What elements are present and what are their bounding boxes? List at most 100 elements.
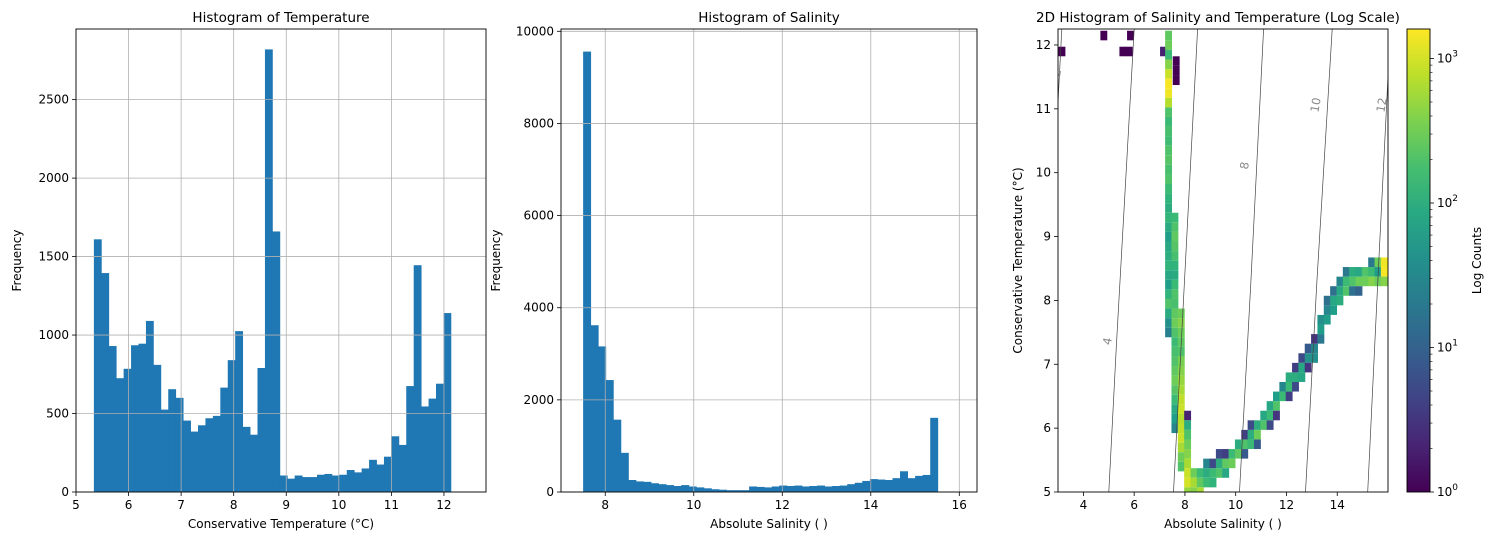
x-tick-label: 9 <box>282 498 290 512</box>
heatmap-cell <box>1292 372 1299 382</box>
histogram-bar <box>756 486 765 492</box>
x-tick-label: 12 <box>1279 498 1294 512</box>
histogram-bar <box>794 485 803 492</box>
y-tick-label: 1500 <box>38 250 69 264</box>
heatmap-cell <box>1196 487 1204 492</box>
heatmap-cell <box>1184 410 1192 421</box>
y-tick-label: 8 <box>1043 293 1051 307</box>
heatmap-cell <box>1184 477 1192 488</box>
heatmap-cell <box>1177 394 1185 405</box>
histogram-bar <box>406 386 415 492</box>
heatmap-cell <box>1222 468 1230 478</box>
histogram-bar <box>160 409 169 492</box>
heatmap-cell <box>1380 257 1388 268</box>
heatmap-cell <box>1171 222 1179 232</box>
x-tick-label: 4 <box>1080 498 1088 512</box>
heatmap-cell <box>1298 362 1306 373</box>
heatmap-cell <box>1342 267 1350 277</box>
colorbar-tick-label: 100 <box>1437 483 1458 499</box>
heatmap-cell <box>1171 231 1179 242</box>
histogram-bar <box>718 489 727 492</box>
histogram-bar <box>779 485 788 492</box>
histogram-bar <box>294 475 303 492</box>
x-axis-label: Absolute Salinity ( ) <box>710 517 828 531</box>
heatmap-cell <box>1165 40 1173 50</box>
y-tick-label: 10 <box>1036 166 1051 180</box>
heatmap-cell <box>1177 461 1185 472</box>
histogram-bar <box>854 482 863 492</box>
x-axis-label: Absolute Salinity ( ) <box>1164 517 1282 531</box>
heatmap-cell <box>1336 286 1344 296</box>
histogram-bar <box>168 389 177 492</box>
heatmap-cell <box>1171 270 1179 280</box>
heatmap-cell <box>1241 429 1249 440</box>
density-contour <box>1305 29 1333 492</box>
histogram-bar <box>651 483 659 492</box>
histogram-bar <box>613 419 622 492</box>
heatmap-cell <box>1209 477 1217 488</box>
y-tick-label: 8000 <box>523 116 554 130</box>
histogram-bar <box>688 486 697 492</box>
heatmap-cell <box>1361 276 1369 287</box>
histogram-bar <box>583 51 592 493</box>
heatmap-cell <box>1165 184 1173 194</box>
heatmap-cell <box>1317 334 1325 344</box>
heatmap-cell <box>1171 394 1179 405</box>
heatmap-cell <box>1165 270 1173 280</box>
chart-title: Histogram of Temperature <box>192 10 369 26</box>
histogram-bar <box>398 444 407 492</box>
y-tick-label: 2000 <box>523 393 554 407</box>
heatmap-cell <box>1374 257 1382 268</box>
heatmap-cell <box>1165 174 1173 185</box>
histogram-bar <box>235 331 244 492</box>
heatmap-cell <box>1177 385 1185 395</box>
histogram-bar <box>145 320 154 492</box>
x-tick-label: 5 <box>72 498 80 512</box>
heatmap-cell <box>1165 327 1173 338</box>
heatmap-cell <box>1304 353 1312 363</box>
histogram-bar <box>198 425 206 492</box>
heatmap-cell <box>1165 88 1173 98</box>
colorbar-tick-label: 103 <box>1437 49 1458 65</box>
heatmap-cell <box>1177 423 1185 434</box>
heatmap-cell <box>1177 327 1185 338</box>
contour-label: 10 <box>1307 97 1323 114</box>
heatmap-cell <box>1165 136 1173 146</box>
heatmap-cell <box>1160 46 1167 57</box>
heatmap-cell <box>1165 78 1173 89</box>
histogram-bar <box>272 231 281 492</box>
x-tick-label: 14 <box>863 498 878 512</box>
histogram-bar <box>590 325 599 492</box>
colorbar-label: Log Counts <box>1470 227 1484 294</box>
colorbar-tick-base: 10 <box>1437 196 1452 210</box>
histogram-bar <box>131 345 139 492</box>
histogram-bar <box>101 273 110 492</box>
histogram-bar <box>726 490 735 492</box>
heatmap-cell <box>1171 366 1179 376</box>
heatmap-cell <box>1100 30 1108 41</box>
histogram-bar <box>242 426 251 492</box>
heatmap-cell <box>1171 327 1179 338</box>
heatmap-cell <box>1190 487 1198 492</box>
histogram-bar <box>703 488 712 492</box>
histogram-bar <box>741 490 750 492</box>
colorbar-gradient <box>1407 29 1430 492</box>
heatmap-cell <box>1304 362 1312 373</box>
histogram-bar <box>681 485 690 492</box>
heatmap-cell <box>1177 375 1185 386</box>
histogram-bar <box>331 475 340 492</box>
colorbar-tick-base: 10 <box>1437 51 1452 65</box>
heatmap-cell <box>1266 410 1274 421</box>
heatmap-cell <box>1285 381 1293 392</box>
histogram-bar <box>175 397 184 492</box>
heatmap-cell <box>1292 362 1299 373</box>
x-tick-label: 14 <box>1330 498 1345 512</box>
heatmap-cell <box>1184 487 1192 492</box>
histogram-bar <box>869 479 878 492</box>
x-tick-label: 12 <box>436 498 451 512</box>
heatmap-cell <box>1165 49 1173 60</box>
heatmap-cell <box>1165 59 1173 70</box>
y-tick-label: 500 <box>46 407 69 421</box>
y-tick-label: 2500 <box>38 93 69 107</box>
